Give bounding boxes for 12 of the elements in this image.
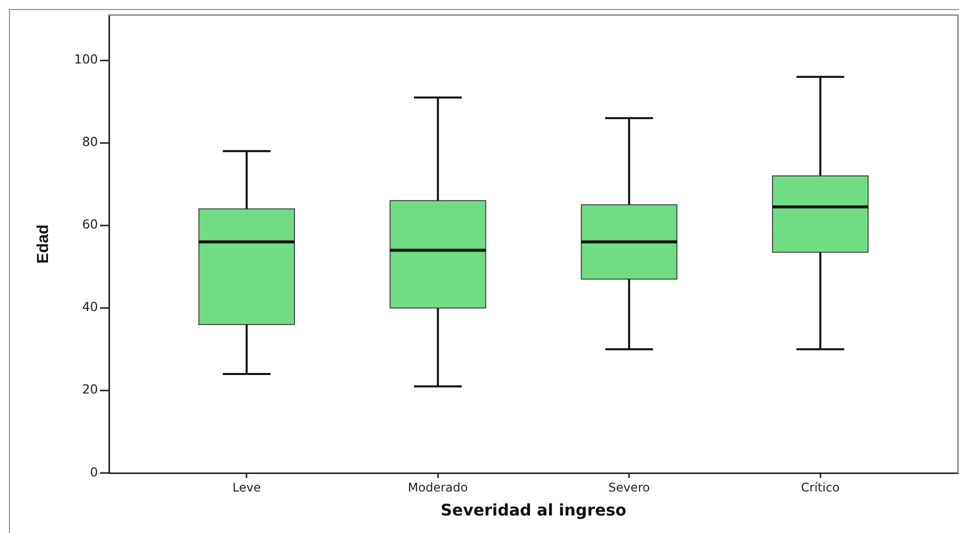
y-tick-label: 20 <box>82 382 98 397</box>
x-axis-title: Severidad al ingreso <box>440 500 626 520</box>
y-tick-label: 100 <box>74 52 98 67</box>
x-tick-label: Severo <box>608 480 650 494</box>
y-tick-label: 60 <box>82 216 98 232</box>
y-tick-label: 80 <box>82 134 98 150</box>
y-axis-title: Edad <box>35 224 52 264</box>
x-tick-label: Moderado <box>408 480 468 494</box>
x-tick-label: Leve <box>232 480 261 494</box>
x-tick-label: Crítico <box>801 480 840 494</box>
y-tick-label: 0 <box>90 464 98 480</box>
y-tick-label: 40 <box>82 299 98 314</box>
